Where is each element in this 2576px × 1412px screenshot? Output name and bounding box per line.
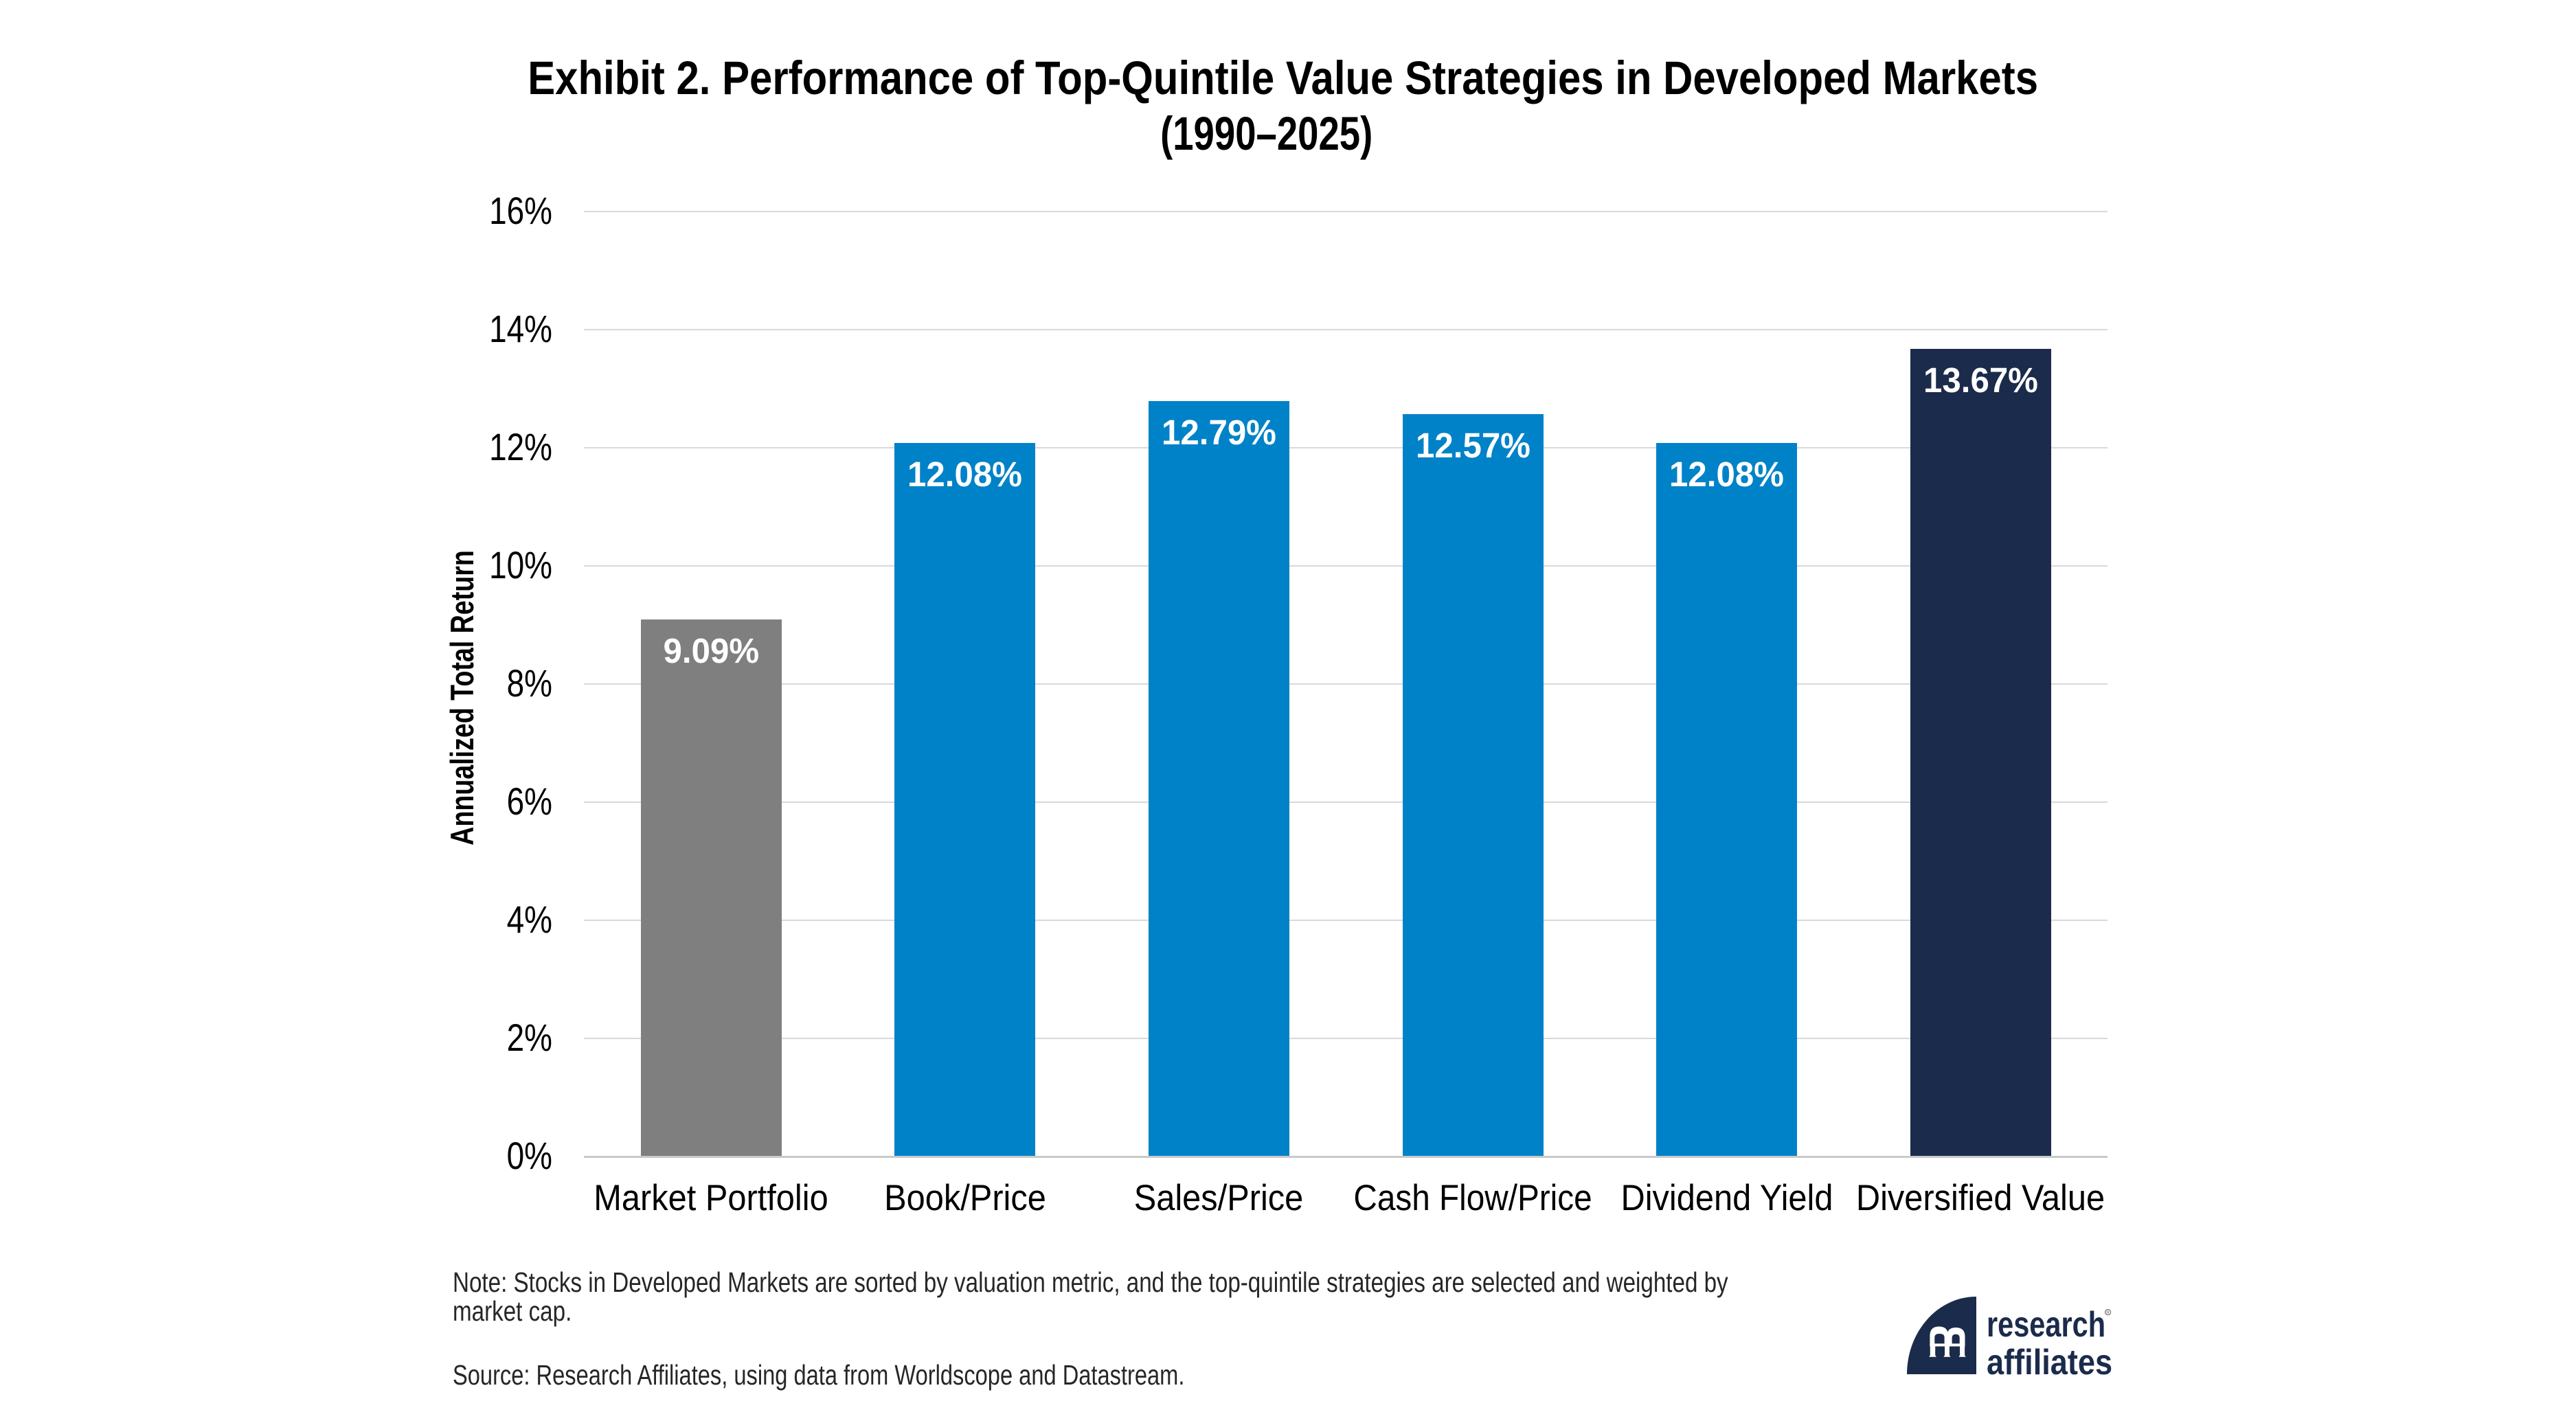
- svg-text:R: R: [2106, 1310, 2110, 1315]
